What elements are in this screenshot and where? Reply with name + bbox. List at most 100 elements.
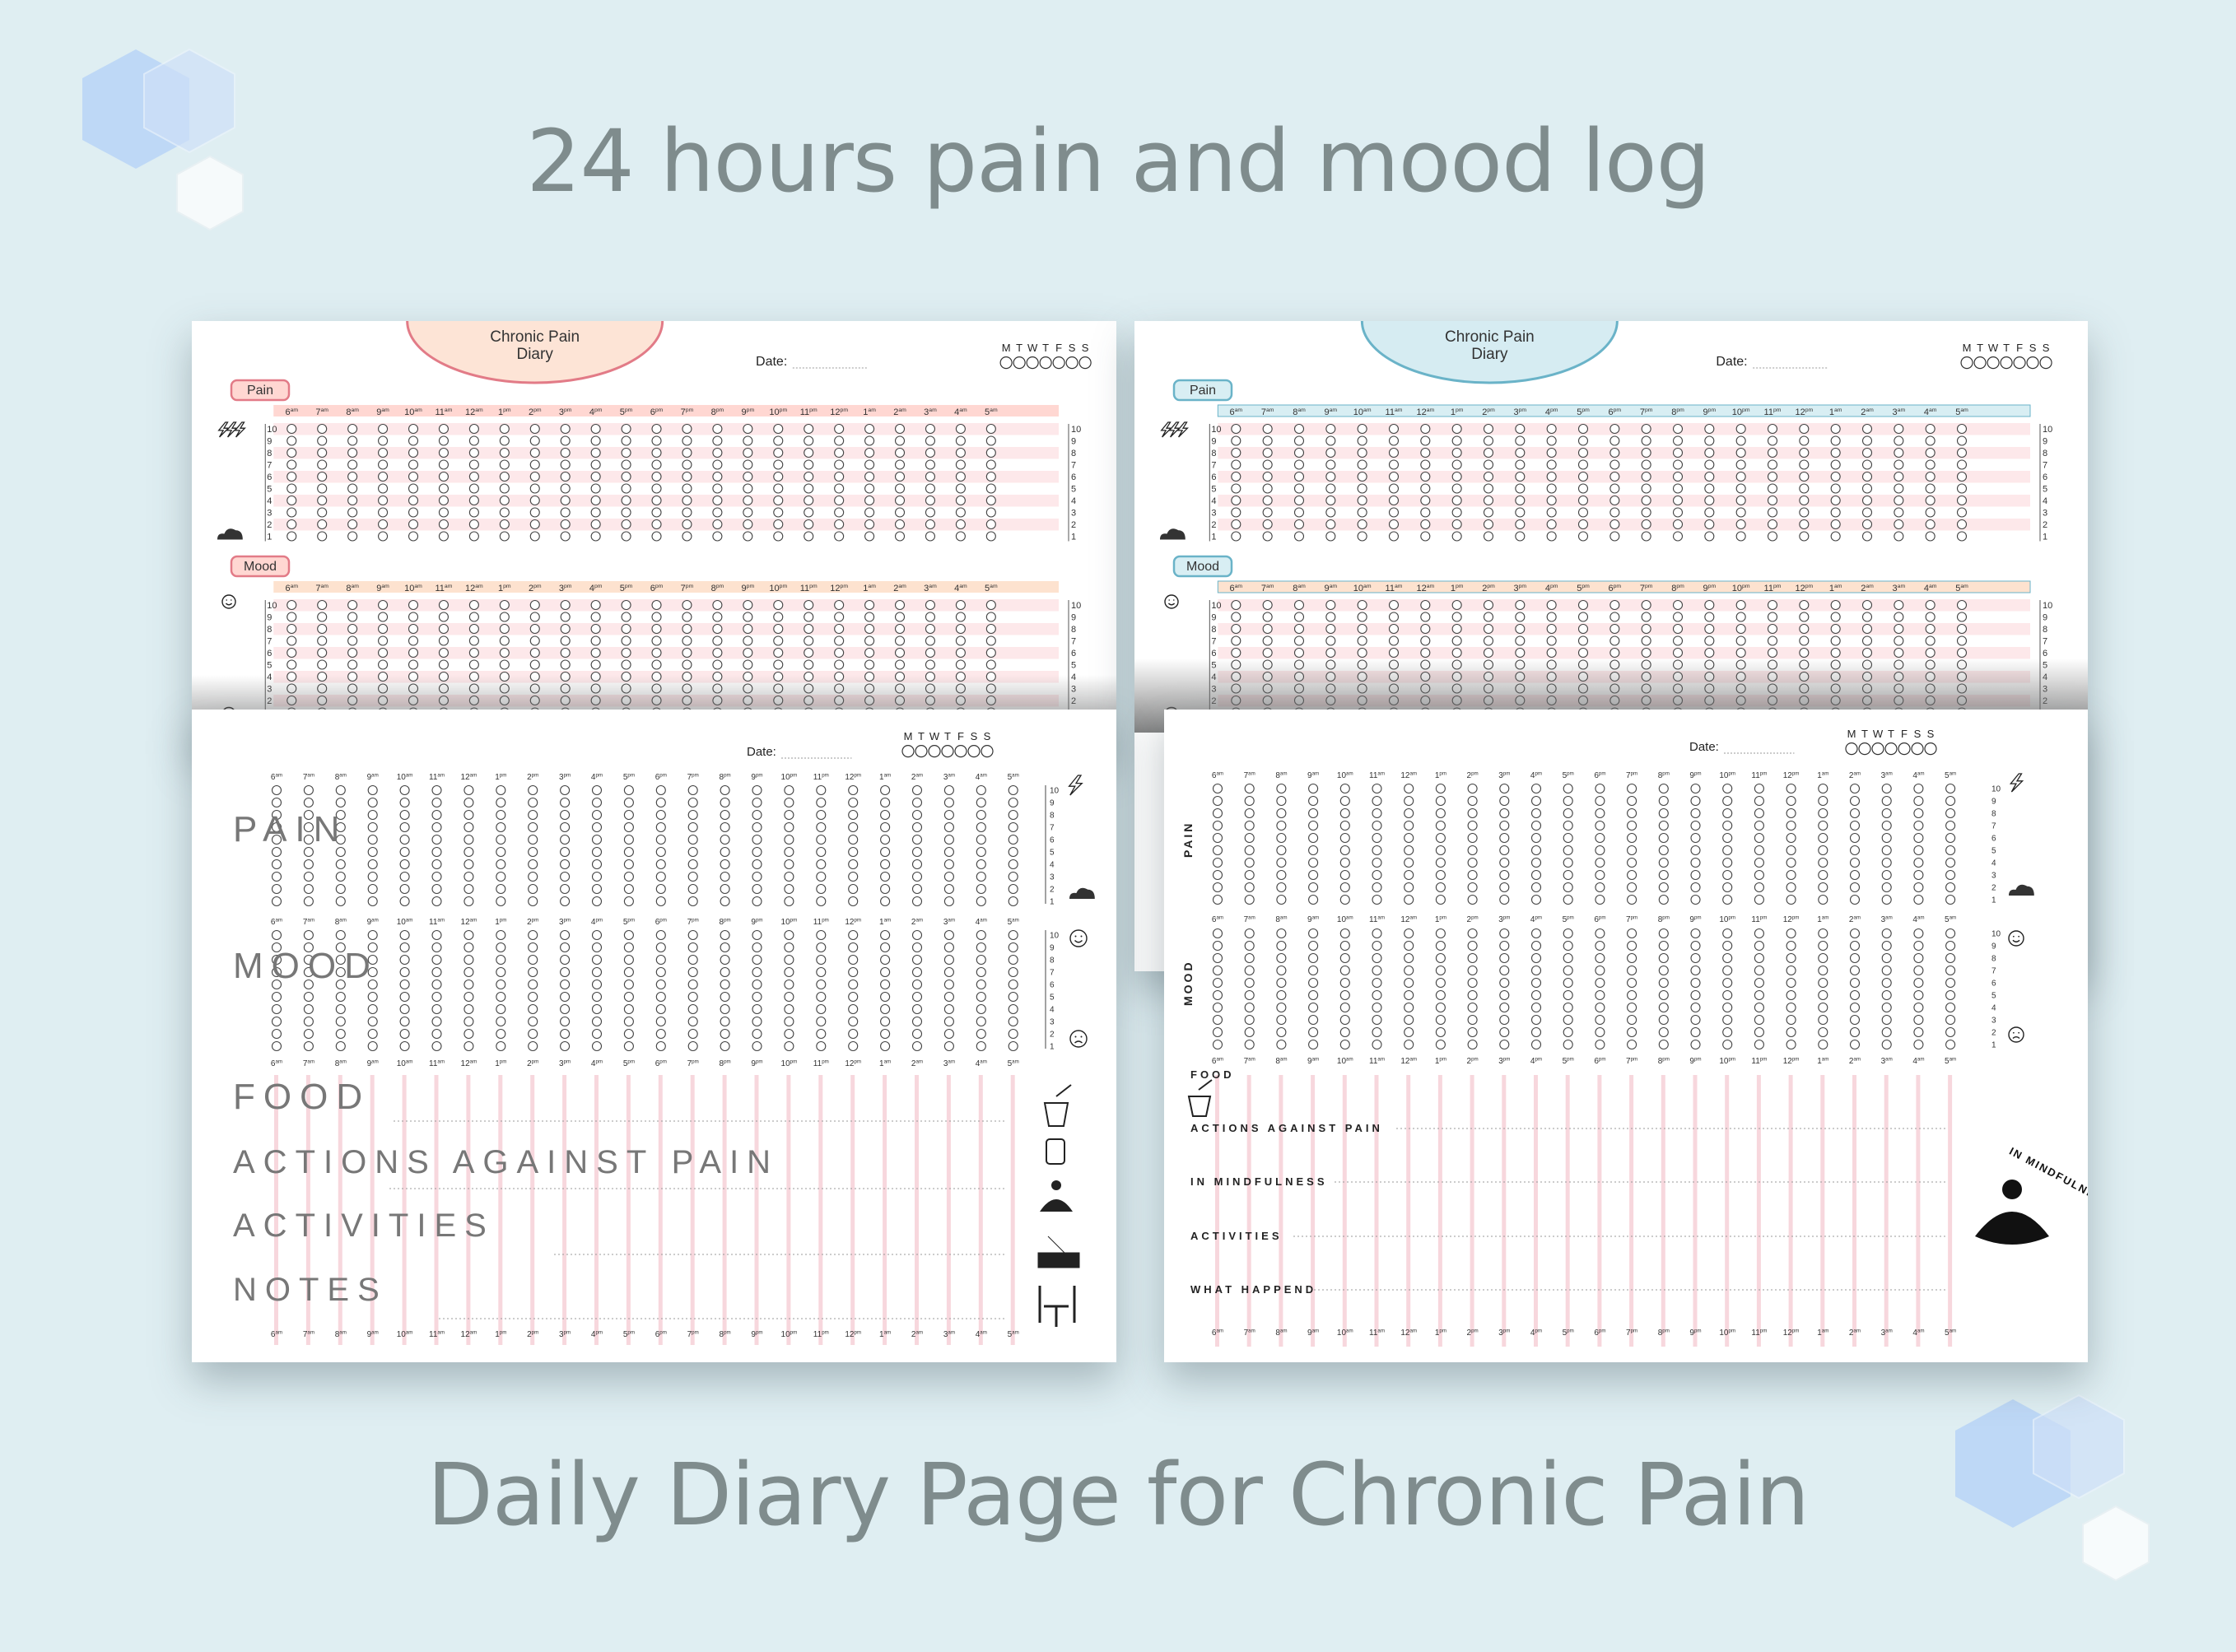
rating-circle: [621, 471, 631, 482]
rating-circle: [347, 635, 358, 646]
rating-circle: [1483, 612, 1494, 622]
rating-circle: [1530, 832, 1542, 844]
rating-circle: [1786, 882, 1796, 893]
rating-circle: [496, 846, 506, 858]
rating-circle: [408, 447, 419, 458]
hour-label: 4am: [954, 584, 967, 593]
rating-circle: [399, 896, 410, 907]
rating-circle: [834, 435, 845, 446]
rating-circle: [1641, 519, 1651, 530]
rating-circle: [834, 459, 845, 470]
scale-number: 8: [1991, 955, 1996, 964]
rating-circle: [955, 459, 966, 470]
rating-circle: [590, 647, 601, 658]
rating-circle: [1925, 447, 1936, 458]
hour-label: 8pm: [1658, 915, 1670, 925]
rating-circle: [1722, 977, 1733, 989]
hour-label: 1pm: [498, 407, 511, 417]
rating-circle: [1339, 1014, 1350, 1026]
hour-column-guide: [1010, 1075, 1015, 1345]
rating-circle: [985, 531, 996, 542]
rating-circle: [528, 991, 538, 1003]
rating-circle: [1563, 832, 1573, 844]
mindfulness-badge-text: IN MINDFULNESS: [2007, 1145, 2088, 1209]
rating-circle: [621, 495, 631, 506]
hour-label: 6pm: [650, 584, 664, 593]
hour-label: 12pm: [1783, 1329, 1800, 1338]
rating-circle: [1722, 928, 1733, 939]
rating-circle: [655, 1016, 666, 1027]
rating-circle: [496, 954, 506, 966]
hour-label: 3pm: [559, 918, 571, 928]
rating-circle: [464, 883, 474, 895]
rating-circle: [1467, 894, 1478, 905]
rating-circle: [1894, 495, 1904, 506]
rating-circle: [687, 942, 698, 953]
rating-circle: [1690, 977, 1701, 989]
rating-circle: [1357, 531, 1367, 542]
rating-circle: [560, 859, 571, 870]
rating-circle: [1767, 519, 1778, 530]
hour-label: 11am: [1386, 407, 1403, 417]
rating-circle: [529, 447, 540, 458]
hour-label: 9am: [1307, 1057, 1319, 1067]
rating-circle: [1658, 940, 1669, 952]
rating-circle: [1861, 459, 1873, 470]
scale-number: 8: [1071, 449, 1076, 458]
row-stripe: [273, 519, 1060, 531]
hour-label: 8pm: [1671, 584, 1684, 593]
rating-circle: [468, 612, 479, 622]
rating-circle: [496, 834, 506, 845]
rating-circle: [1767, 459, 1778, 470]
row-stripe: [1218, 647, 2030, 659]
rating-circle: [1262, 635, 1273, 646]
rating-circle: [464, 834, 474, 845]
rating-circle: [303, 859, 314, 870]
rating-circle: [784, 954, 794, 966]
rating-circle: [1420, 647, 1431, 658]
hour-label: 2am: [893, 407, 906, 417]
rating-circle: [1467, 1014, 1478, 1026]
rating-circle: [1244, 869, 1255, 881]
weekday-circle: [928, 745, 941, 758]
rating-circle: [1577, 471, 1589, 482]
row-stripe: [1218, 519, 2030, 531]
rating-circle: [864, 507, 875, 518]
rating-circle: [682, 531, 692, 542]
rating-circle: [1420, 635, 1431, 646]
rating-circle: [804, 423, 814, 435]
rating-circle: [804, 471, 814, 482]
rating-circle: [1658, 1014, 1669, 1026]
weekday-circle: [1013, 356, 1026, 370]
rating-circle: [378, 519, 389, 530]
meditation-head: [2002, 1180, 2022, 1199]
rating-circle: [1499, 783, 1510, 794]
rating-circle: [1530, 977, 1542, 989]
rating-circle: [1672, 531, 1684, 542]
rating-circle: [271, 834, 282, 845]
rating-circle: [752, 846, 762, 858]
rating-circle: [1244, 882, 1255, 893]
rating-circle: [1293, 647, 1305, 658]
rating-circle: [1627, 1014, 1637, 1026]
rating-circle: [651, 623, 662, 635]
rating-circle: [1339, 1002, 1350, 1013]
scale-number: 2: [267, 520, 272, 530]
hour-label: 3pm: [1514, 584, 1527, 593]
rating-circle: [955, 495, 966, 506]
rating-circle: [1830, 435, 1841, 446]
rating-circle: [848, 809, 859, 821]
hour-label: 2am: [911, 773, 923, 783]
rating-circle: [1722, 795, 1733, 807]
rating-circle: [687, 846, 698, 858]
rating-circle: [438, 635, 449, 646]
rating-circle: [1861, 435, 1873, 446]
rating-circle: [1754, 989, 1764, 1001]
rating-circle: [1609, 483, 1620, 494]
rating-circle: [1515, 635, 1526, 646]
rating-circle: [816, 991, 827, 1003]
hour-label: 5am: [985, 584, 998, 593]
rating-circle: [720, 979, 730, 990]
rating-circle: [1372, 882, 1382, 893]
hour-label: 8am: [335, 773, 347, 783]
